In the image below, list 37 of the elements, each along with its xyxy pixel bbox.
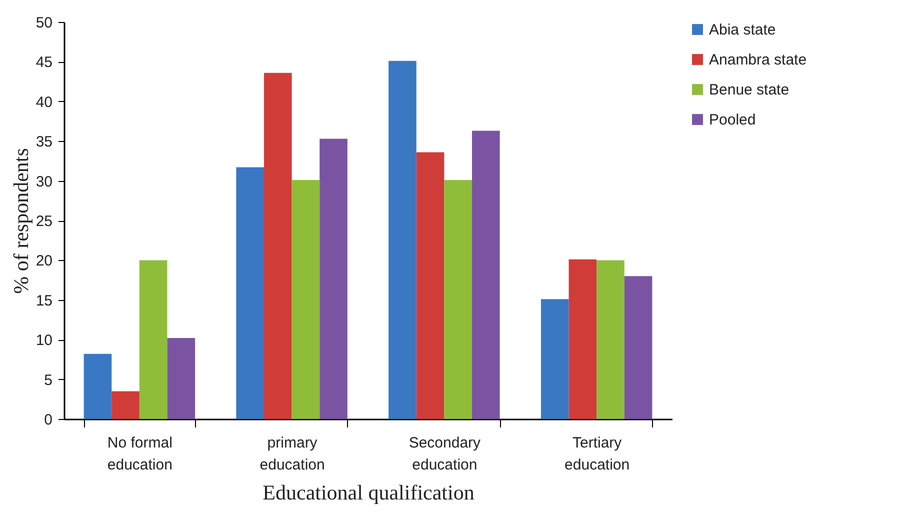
bar [388,60,416,419]
bar [540,299,569,419]
bar [320,138,348,419]
y-tick-label: 10 [36,332,52,350]
y-tick-label: 50 [36,14,52,32]
legend-label: Benue state [709,82,790,98]
bar [264,72,292,419]
x-tick-label: primary education [260,434,325,474]
bar [596,260,624,419]
x-tick-label: Tertiary education [564,434,630,474]
bar [84,354,112,419]
y-tick-label: 5 [44,372,52,389]
bar [624,276,652,419]
y-axis-title: % of respondents [8,148,33,294]
legend-label: Pooled [709,112,756,128]
x-tick-label: Secondary education [408,434,482,474]
x-tick-label: No formal education [107,434,172,474]
y-tick-label: 40 [36,94,52,111]
bar [139,260,168,419]
bar [568,259,597,419]
bar [416,152,444,419]
bar [167,338,196,419]
y-tick-label: 45 [36,54,52,72]
bar [292,180,320,419]
bar [236,167,264,419]
bar [472,130,500,419]
bar [444,180,472,419]
y-tick-label: 35 [36,134,52,151]
x-axis-title: Educational qualification [262,480,475,504]
legend-label: Anambra state [709,52,807,68]
y-tick-label: 30 [36,173,52,190]
bar [112,391,140,419]
y-tick-label: 25 [36,213,52,230]
y-tick-label: 20 [36,252,52,270]
y-tick-label: 0 [44,412,52,428]
y-tick-label: 15 [36,292,52,310]
legend-label: Abia state [709,22,776,38]
